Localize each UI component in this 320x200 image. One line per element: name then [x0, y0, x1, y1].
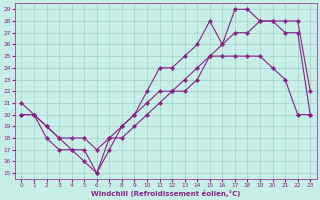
X-axis label: Windchill (Refroidissement éolien,°C): Windchill (Refroidissement éolien,°C) [91, 190, 241, 197]
